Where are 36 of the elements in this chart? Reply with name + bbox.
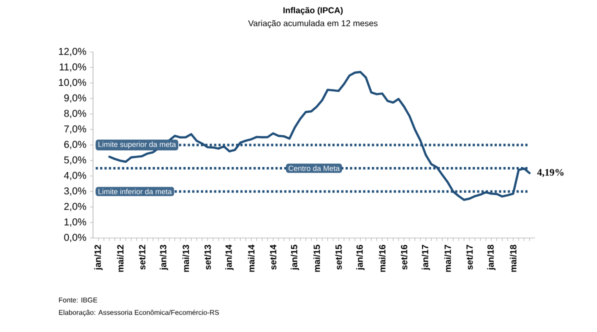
- chart-subtitle: Variação acumulada em 12 meses: [248, 20, 378, 28]
- x-tick-label: mai/14: [248, 244, 255, 272]
- y-tick-label: 9,0%: [64, 94, 86, 103]
- y-tick-label: 10,0%: [59, 78, 86, 88]
- x-tick-label: mai/16: [378, 244, 386, 272]
- x-tick-label: set/14: [270, 244, 276, 270]
- x-tick-label: jan/18: [487, 244, 496, 270]
- x-tick-label: mai/13: [182, 244, 190, 272]
- y-tick-label: 4,0%: [64, 172, 86, 180]
- y-tick-label: 1,0%: [64, 218, 86, 227]
- x-tick-label: set/17: [466, 244, 473, 270]
- y-tick-label: 7,0%: [64, 125, 86, 134]
- x-tick-label: set/16: [400, 244, 408, 270]
- y-tick-label: 5,0%: [64, 156, 86, 165]
- x-tick-label: set/13: [204, 244, 211, 270]
- y-tick-label: 11,0%: [60, 63, 86, 72]
- x-tick-label: jan/17: [422, 244, 430, 270]
- x-tick-label: mai/18: [510, 244, 516, 272]
- text: 4,19%: [537, 168, 564, 178]
- x-tick-label: jan/16: [356, 244, 365, 270]
- y-tick-label: 8,0%: [64, 110, 86, 118]
- y-tick-label: 3,0%: [64, 187, 86, 196]
- y-tick-label: 12,0%: [59, 48, 86, 56]
- x-tick-label: set/12: [138, 244, 146, 270]
- y-tick-label: 2,0%: [64, 202, 86, 212]
- x-tick-label: jan/12: [94, 244, 103, 270]
- x-tick-label: jan/13: [160, 244, 168, 270]
- x-tick-label: jan/14: [225, 244, 234, 270]
- x-tick-label: set/15: [335, 244, 342, 270]
- x-tick-label: mai/17: [444, 244, 452, 272]
- x-tick-label: jan/15: [290, 244, 300, 270]
- x-tick-label: mai/15: [313, 244, 320, 272]
- y-tick-label: 6,0%: [64, 140, 86, 150]
- y-tick-label: 0,0%: [64, 234, 86, 242]
- x-tick-label: mai/12: [116, 244, 124, 272]
- chart-title: Inflação (IPCA): [283, 7, 343, 15]
